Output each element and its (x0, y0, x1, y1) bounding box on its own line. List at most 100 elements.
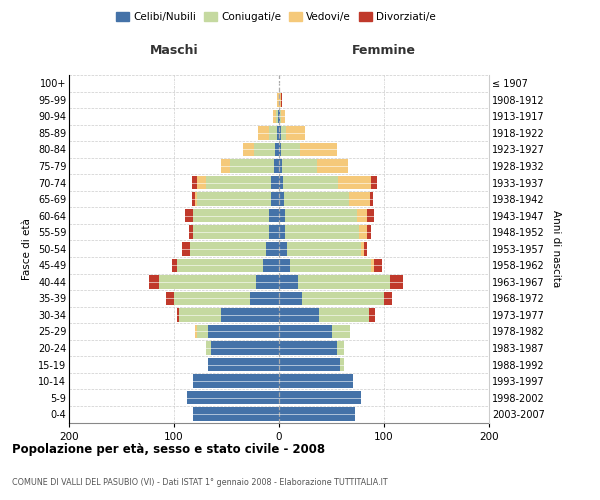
Bar (195, 192, 197, 206)
Bar (279, 408, 355, 421)
Bar (279, 110, 280, 123)
Bar (195, 324, 197, 338)
Bar (177, 258, 263, 272)
Bar (281, 110, 286, 123)
Bar (221, 159, 230, 173)
Bar (197, 176, 205, 190)
Bar (277, 126, 279, 140)
Bar (250, 292, 279, 305)
Bar (279, 93, 281, 106)
Bar (193, 226, 269, 239)
Bar (281, 142, 300, 156)
Bar (356, 209, 367, 222)
Bar (273, 110, 276, 123)
Bar (205, 342, 211, 355)
Bar (208, 324, 279, 338)
Bar (280, 110, 281, 123)
Text: Femmine: Femmine (352, 44, 416, 58)
Bar (279, 142, 281, 156)
Bar (179, 308, 221, 322)
Bar (182, 242, 190, 256)
Bar (269, 209, 279, 222)
Bar (281, 93, 282, 106)
Bar (230, 159, 274, 173)
Bar (384, 292, 392, 305)
Bar (193, 209, 269, 222)
Bar (370, 192, 373, 206)
Bar (263, 258, 279, 272)
Bar (279, 342, 337, 355)
Bar (279, 226, 286, 239)
Y-axis label: Fasce di età: Fasce di età (22, 218, 32, 280)
Bar (390, 275, 403, 288)
Bar (337, 342, 344, 355)
Bar (160, 275, 256, 288)
Bar (208, 358, 279, 372)
Bar (371, 176, 377, 190)
Bar (193, 408, 279, 421)
Bar (197, 324, 208, 338)
Bar (279, 324, 331, 338)
Text: COMUNE DI VALLI DEL PASUBIO (VI) - Dati ISTAT 1° gennaio 2008 - Elaborazione TUT: COMUNE DI VALLI DEL PASUBIO (VI) - Dati … (12, 478, 388, 487)
Bar (340, 358, 344, 372)
Bar (279, 159, 282, 173)
Bar (269, 126, 277, 140)
Bar (279, 391, 361, 404)
Bar (177, 308, 179, 322)
Bar (279, 258, 290, 272)
Bar (300, 142, 337, 156)
Bar (206, 176, 271, 190)
Bar (279, 192, 284, 206)
Bar (279, 176, 283, 190)
Bar (298, 275, 390, 288)
Bar (286, 209, 356, 222)
Bar (286, 126, 305, 140)
Bar (221, 308, 279, 322)
Bar (185, 209, 193, 222)
Bar (317, 159, 348, 173)
Bar (282, 159, 317, 173)
Y-axis label: Anni di nascita: Anni di nascita (551, 210, 562, 288)
Bar (172, 258, 177, 272)
Bar (256, 275, 279, 288)
Bar (192, 176, 197, 190)
Bar (283, 176, 338, 190)
Bar (271, 176, 279, 190)
Bar (364, 242, 367, 256)
Legend: Celibi/Nubili, Coniugati/e, Vedovi/e, Divorziati/e: Celibi/Nubili, Coniugati/e, Vedovi/e, Di… (112, 8, 440, 26)
Bar (166, 292, 174, 305)
Bar (369, 308, 374, 322)
Bar (279, 358, 340, 372)
Bar (371, 258, 373, 272)
Bar (266, 242, 279, 256)
Bar (174, 292, 250, 305)
Bar (279, 242, 287, 256)
Bar (279, 374, 353, 388)
Bar (211, 342, 279, 355)
Bar (254, 142, 275, 156)
Bar (302, 292, 384, 305)
Bar (284, 192, 349, 206)
Bar (361, 242, 364, 256)
Bar (373, 258, 382, 272)
Bar (276, 110, 278, 123)
Bar (319, 308, 369, 322)
Bar (149, 275, 160, 288)
Bar (367, 226, 371, 239)
Bar (290, 258, 371, 272)
Bar (244, 142, 254, 156)
Bar (279, 209, 286, 222)
Bar (275, 142, 279, 156)
Bar (286, 226, 359, 239)
Bar (279, 275, 298, 288)
Bar (193, 374, 279, 388)
Bar (367, 209, 373, 222)
Bar (279, 126, 281, 140)
Bar (197, 192, 271, 206)
Bar (279, 308, 319, 322)
Bar (187, 391, 279, 404)
Bar (192, 192, 195, 206)
Bar (190, 242, 266, 256)
Bar (338, 176, 371, 190)
Bar (287, 242, 361, 256)
